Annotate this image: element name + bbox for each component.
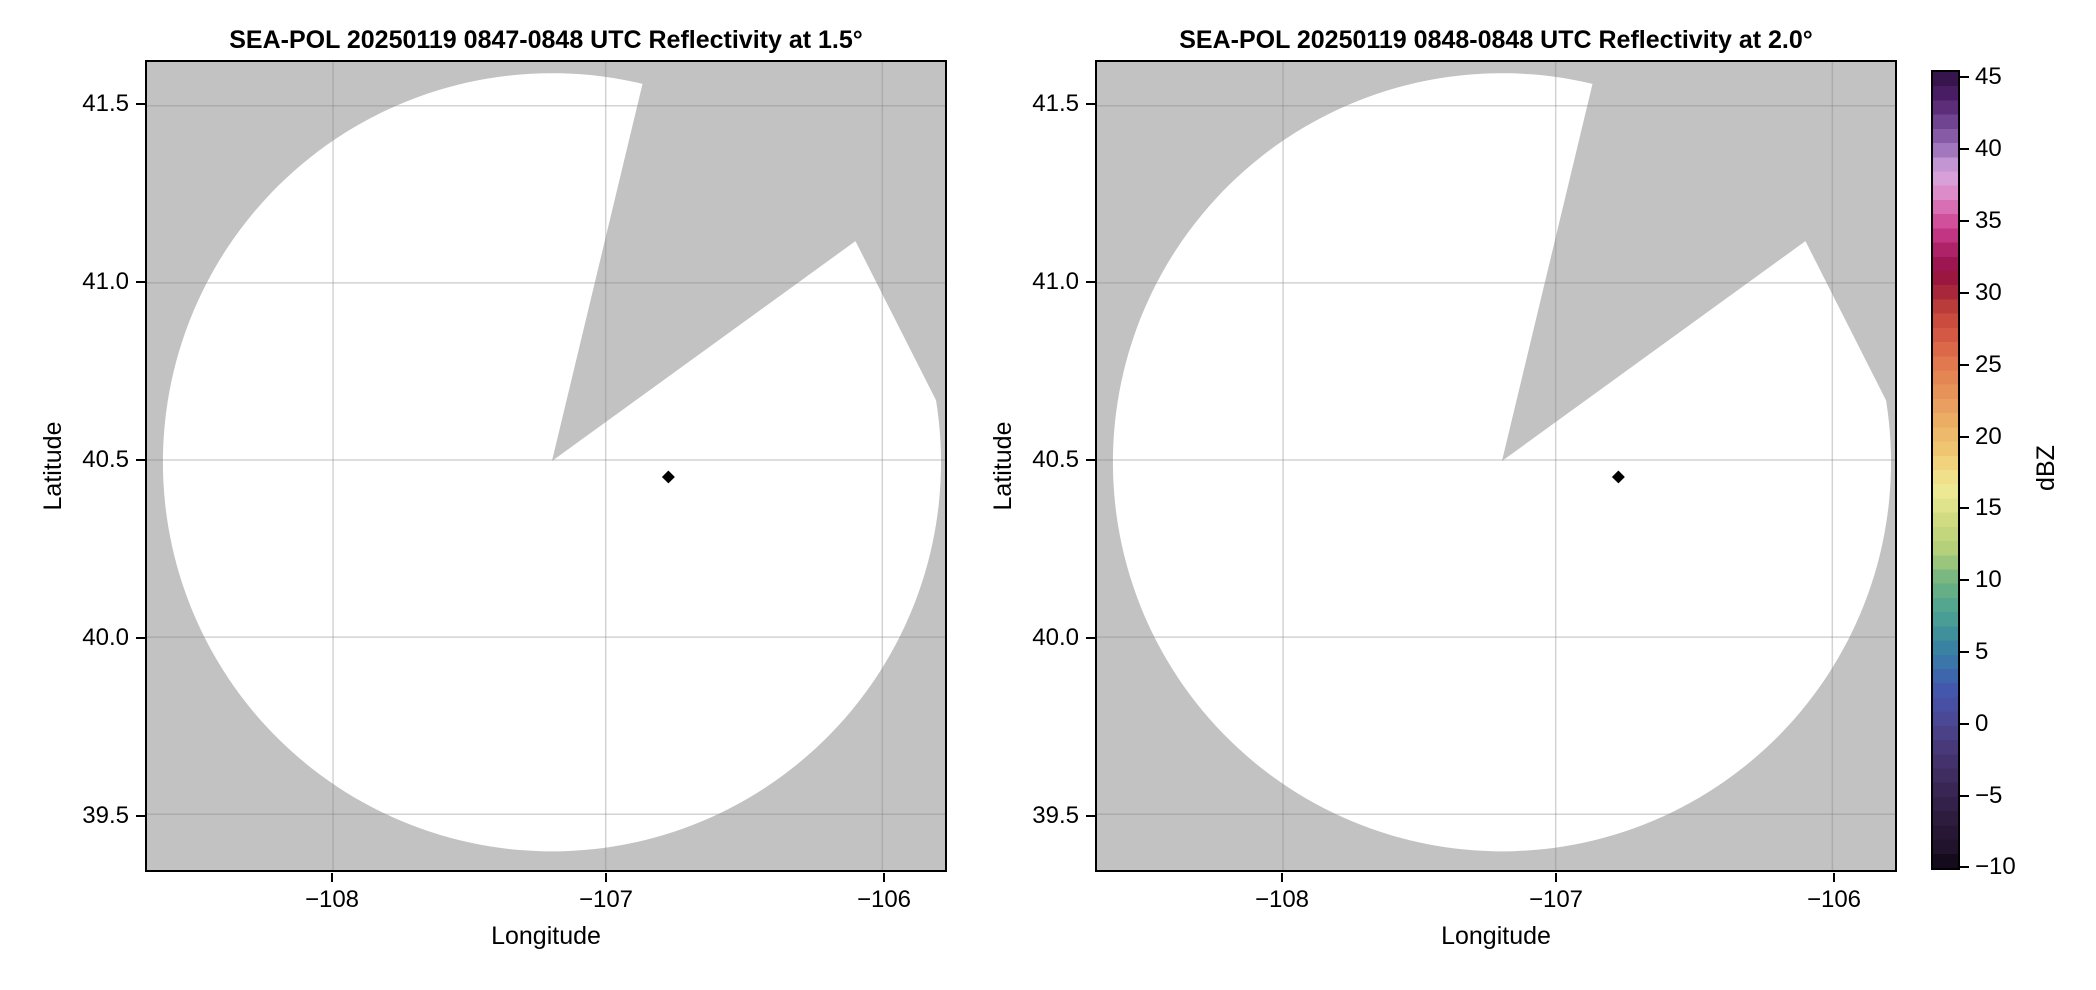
colorbar-tick-label: −5: [1975, 782, 2003, 809]
y-tick-label: 41.5: [82, 90, 129, 117]
colorbar-tick: [1960, 651, 1969, 653]
y-tick-label: 40.5: [82, 446, 129, 473]
panel-title: SEA-POL 20250119 0847-0848 UTC Reflectiv…: [229, 26, 863, 54]
y-tick: [1086, 637, 1095, 639]
colorbar-tick-label: −10: [1975, 853, 2016, 880]
y-axis-label: Latitude: [39, 421, 67, 511]
radar-ppi-plot: [1097, 62, 1895, 870]
x-tick: [1281, 873, 1283, 882]
x-tick-label: −108: [304, 886, 360, 913]
colorbar-tick-label: 20: [1975, 423, 2002, 450]
x-axis-label: Longitude: [491, 922, 601, 950]
y-tick: [1086, 459, 1095, 461]
x-tick-label: −107: [1528, 886, 1584, 913]
x-tick-label: −108: [1254, 886, 1310, 913]
y-axis-label: Latitude: [989, 421, 1017, 511]
colorbar-tick: [1960, 148, 1969, 150]
colorbar-tick: [1960, 795, 1969, 797]
panel-reflectivity-2-0deg: SEA-POL 20250119 0848-0848 UTC Reflectiv…: [989, 0, 1897, 990]
y-tick: [1086, 103, 1095, 105]
colorbar-tick: [1960, 723, 1969, 725]
plot-area: [1095, 60, 1897, 872]
colorbar-tick: [1960, 292, 1969, 294]
colorbar-tick-label: 35: [1975, 207, 2002, 234]
x-tick: [1833, 873, 1835, 882]
colorbar-tick: [1960, 507, 1969, 509]
y-tick: [136, 459, 145, 461]
y-tick-label: 40.0: [1032, 624, 1079, 651]
colorbar-tick: [1960, 579, 1969, 581]
radar-coverage-region: [162, 73, 942, 852]
colorbar-tick-label: 10: [1975, 566, 2002, 593]
y-tick: [1086, 281, 1095, 283]
colorbar-axis-label: dBZ: [2032, 445, 2060, 491]
x-tick-label: −107: [578, 886, 634, 913]
x-tick: [1555, 873, 1557, 882]
y-tick: [136, 637, 145, 639]
radar-coverage-region: [1112, 73, 1892, 852]
colorbar-gradient: [1931, 70, 1960, 870]
x-tick: [883, 873, 885, 882]
y-tick: [136, 281, 145, 283]
colorbar-tick-label: 0: [1975, 710, 1989, 737]
y-tick-label: 41.5: [1032, 90, 1079, 117]
colorbar-tick-label: 30: [1975, 279, 2002, 306]
y-tick-label: 41.0: [1032, 268, 1079, 295]
colorbar-tick-label: 5: [1975, 638, 1989, 665]
y-tick: [136, 815, 145, 817]
y-tick: [136, 103, 145, 105]
x-tick-label: −106: [1806, 886, 1862, 913]
radar-ppi-plot: [147, 62, 945, 870]
colorbar-tick: [1960, 364, 1969, 366]
y-tick-label: 40.0: [82, 624, 129, 651]
colorbar-tick-label: 25: [1975, 351, 2002, 378]
colorbar-tick: [1960, 220, 1969, 222]
colorbar-tick: [1960, 866, 1969, 868]
x-tick-label: −106: [856, 886, 912, 913]
panel-title: SEA-POL 20250119 0848-0848 UTC Reflectiv…: [1179, 26, 1813, 54]
x-tick: [331, 873, 333, 882]
colorbar-tick: [1960, 76, 1969, 78]
gridlines: [147, 62, 945, 870]
colorbar-tick: [1960, 436, 1969, 438]
plot-area: [145, 60, 947, 872]
y-tick-label: 39.5: [82, 802, 129, 829]
y-tick-label: 41.0: [82, 268, 129, 295]
x-tick: [605, 873, 607, 882]
y-tick-label: 40.5: [1032, 446, 1079, 473]
panel-reflectivity-1-5deg: SEA-POL 20250119 0847-0848 UTC Reflectiv…: [39, 0, 947, 990]
colorbar-tick-label: 45: [1975, 63, 2002, 90]
y-tick: [1086, 815, 1095, 817]
x-axis-label: Longitude: [1441, 922, 1551, 950]
y-tick-label: 39.5: [1032, 802, 1079, 829]
gridlines: [1097, 62, 1895, 870]
colorbar-tick-label: 40: [1975, 135, 2002, 162]
colorbar-tick-label: 15: [1975, 494, 2002, 521]
